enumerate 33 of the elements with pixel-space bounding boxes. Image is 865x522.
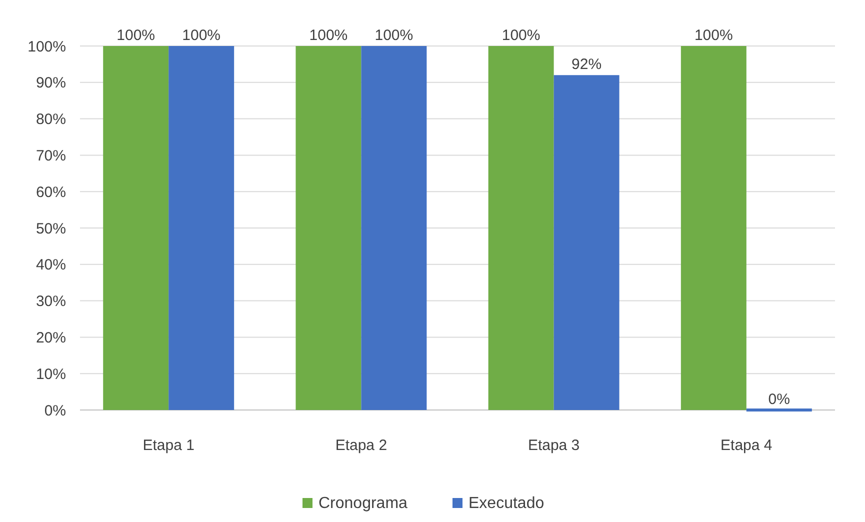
bar [746,408,812,412]
data-label: 92% [572,56,602,74]
bar [680,46,746,410]
y-tick-label: 80% [36,111,66,128]
bar [361,46,427,410]
legend-label: Cronograma [318,495,408,512]
y-tick-label: 70% [36,147,66,164]
legend-label: Executado [468,495,544,512]
x-tick-label: Etapa 1 [142,437,194,454]
data-label: 0% [768,391,790,408]
y-tick-label: 20% [36,329,66,346]
data-label: 100% [502,27,540,44]
bar [103,46,169,410]
bar [488,46,554,410]
data-label: 100% [694,27,733,44]
y-tick-label: 10% [36,366,66,383]
x-tick-label: Etapa 3 [528,437,580,454]
y-tick-label: 30% [36,293,66,310]
data-label: 100% [116,27,156,44]
y-tick-label: 60% [36,184,66,201]
y-tick-label: 90% [36,74,66,92]
y-tick-label: 0% [44,402,66,420]
bar [296,46,362,410]
data-label: 100% [182,27,221,44]
y-tick-label: 40% [36,256,66,274]
y-tick-label: 100% [28,38,66,56]
bar [168,46,234,410]
x-tick-label: Etapa 2 [335,437,388,454]
y-tick-label: 50% [36,220,66,238]
x-tick-label: Etapa 4 [720,437,772,454]
data-label: 100% [309,27,348,44]
bar [554,75,620,410]
data-label: 100% [374,27,414,44]
